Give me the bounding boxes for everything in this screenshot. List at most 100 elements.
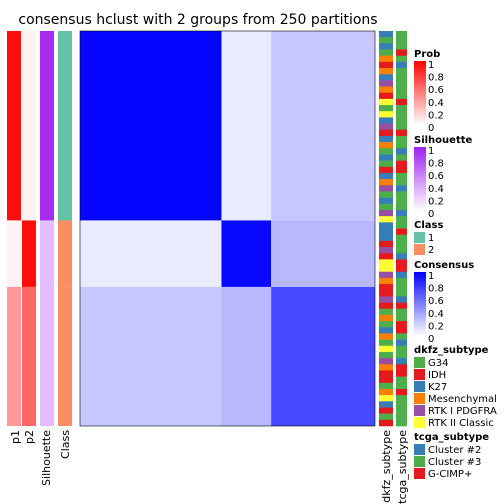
legend-label: G34 <box>428 358 448 369</box>
dkfz-subtype-cell <box>379 31 393 38</box>
legend-swatch <box>414 369 425 380</box>
matrix-border <box>79 30 376 427</box>
tcga-subtype-cell <box>396 382 407 390</box>
dkfz-subtype-cell <box>379 160 393 168</box>
tcga-subtype-cell <box>396 172 407 180</box>
tcga-subtype-cell <box>396 55 407 63</box>
dkfz-subtype-cell <box>379 74 393 81</box>
silhouette-cell-group-3 <box>40 286 54 426</box>
dkfz-subtype-cell <box>379 129 393 137</box>
dkfz-subtype-cell <box>379 407 393 414</box>
dkfz-subtype-cell <box>379 302 393 310</box>
tcga-subtype-cell <box>396 49 407 56</box>
legend-tick: 1 <box>428 146 434 157</box>
dkfz-subtype-cell <box>379 148 393 155</box>
dkfz-subtype-cell <box>379 37 393 44</box>
axis-label-class: Class <box>59 430 72 459</box>
legend-tick: 0.6 <box>428 296 444 307</box>
tcga-subtype-cell <box>396 327 407 334</box>
legend-title: Consensus <box>414 260 474 271</box>
consensus-block-1-2 <box>221 31 272 221</box>
legend-tick: 1 <box>428 60 434 71</box>
legends: Prob10.80.60.40.20Silhouette10.80.60.40.… <box>414 49 497 480</box>
dkfz-subtype-cell <box>379 284 393 291</box>
legend-label: RTK I PDGFRA <box>428 406 497 417</box>
tcga-subtype-cell <box>396 413 407 421</box>
silhouette-cell-group-2 <box>40 220 54 287</box>
dkfz-subtype-cell <box>379 111 393 118</box>
legend-swatch <box>414 444 425 455</box>
dkfz-subtype-cell <box>379 68 393 75</box>
tcga-subtype-cell <box>396 321 407 328</box>
legend-swatch <box>414 357 425 368</box>
tcga-subtype-cell <box>396 135 407 143</box>
legend-tick: 0.8 <box>428 159 444 170</box>
tcga-subtype-cell <box>396 86 407 94</box>
dkfz-subtype-cell <box>379 271 393 279</box>
dkfz-subtype-cell <box>379 228 393 235</box>
tcga-subtype-cell <box>396 31 407 38</box>
dkfz-subtype-cell <box>379 327 393 334</box>
consensus-block-2-3 <box>271 220 375 287</box>
tcga-subtype-cell <box>396 185 407 192</box>
tcga-subtype-cell <box>396 253 407 260</box>
tcga-subtype-cell <box>396 160 407 168</box>
dkfz-subtype-cell <box>379 395 393 402</box>
legend-label: 1 <box>428 233 434 244</box>
legend-label: RTK II Classic <box>428 418 494 429</box>
axis-label-tcga-subtype: tcga_subtype <box>396 430 409 504</box>
tcga-subtype-cell <box>396 80 407 87</box>
dkfz-subtype-cell <box>379 314 393 322</box>
dkfz-subtype-cell <box>379 321 393 328</box>
tcga-subtype-cell <box>396 117 407 124</box>
legend-title: Prob <box>414 49 440 60</box>
dkfz-subtype-cell <box>379 135 393 143</box>
dkfz-subtype-cell <box>379 277 393 285</box>
consensus-block-1-1 <box>80 31 222 221</box>
dkfz-subtype-cell <box>379 345 393 353</box>
tcga-subtype-cell <box>396 284 407 291</box>
consensus-block-2-2 <box>221 220 272 287</box>
axis-label-dkfz-subtype: dkfz_subtype <box>380 430 393 503</box>
tcga-subtype-cell <box>396 345 407 353</box>
dkfz-subtype-cell <box>379 308 393 316</box>
legend-tick: 0.6 <box>428 85 444 96</box>
dkfz-subtype-cell <box>379 216 393 223</box>
legend-swatch <box>414 468 425 479</box>
tcga-subtype-cell <box>396 179 407 186</box>
tcga-subtype-cell <box>396 209 407 217</box>
legend-color-bar <box>414 272 426 336</box>
tcga-subtype-cell <box>396 296 407 303</box>
axis-label-silhouette: Silhouette <box>40 430 53 486</box>
legend-tick: 0 <box>428 209 434 220</box>
dkfz-subtype-cell <box>379 98 393 106</box>
dkfz-subtype-cell <box>379 49 393 56</box>
dkfz-subtype-cell <box>379 123 393 131</box>
dkfz-subtype-cell <box>379 179 393 186</box>
tcga-subtype-cell <box>396 98 407 106</box>
tcga-subtype-cell <box>396 407 407 414</box>
axis-label-p1: p1 <box>9 430 22 444</box>
tcga-subtype-cell <box>396 339 407 347</box>
tcga-subtype-cell <box>396 154 407 161</box>
axis-label-p2: p2 <box>23 430 36 444</box>
legend-label: Mesenchymal <box>428 394 497 405</box>
tcga-subtype-cell <box>396 105 407 112</box>
legend-title: dkfz_subtype <box>414 345 489 356</box>
dkfz-subtype-cell <box>379 290 393 297</box>
dkfz-subtype-cell <box>379 376 393 384</box>
legend-title: Silhouette <box>414 135 473 146</box>
tcga-subtype-cell <box>396 401 407 408</box>
tcga-subtype-cell <box>396 358 407 365</box>
tcga-subtype-cell <box>396 37 407 44</box>
p2-cell-group-2 <box>22 220 36 287</box>
consensus-block-2-1 <box>80 220 222 287</box>
dkfz-subtype-cell <box>379 339 393 347</box>
tcga-subtype-cell <box>396 388 407 396</box>
tcga-subtype-cell <box>396 314 407 322</box>
tcga-subtype-cell <box>396 123 407 131</box>
p1-cell-group-3 <box>7 286 21 426</box>
tcga-subtype-cell <box>396 351 407 359</box>
p2-cell-group-3 <box>22 286 36 426</box>
tcga-subtype-cell <box>396 265 407 273</box>
